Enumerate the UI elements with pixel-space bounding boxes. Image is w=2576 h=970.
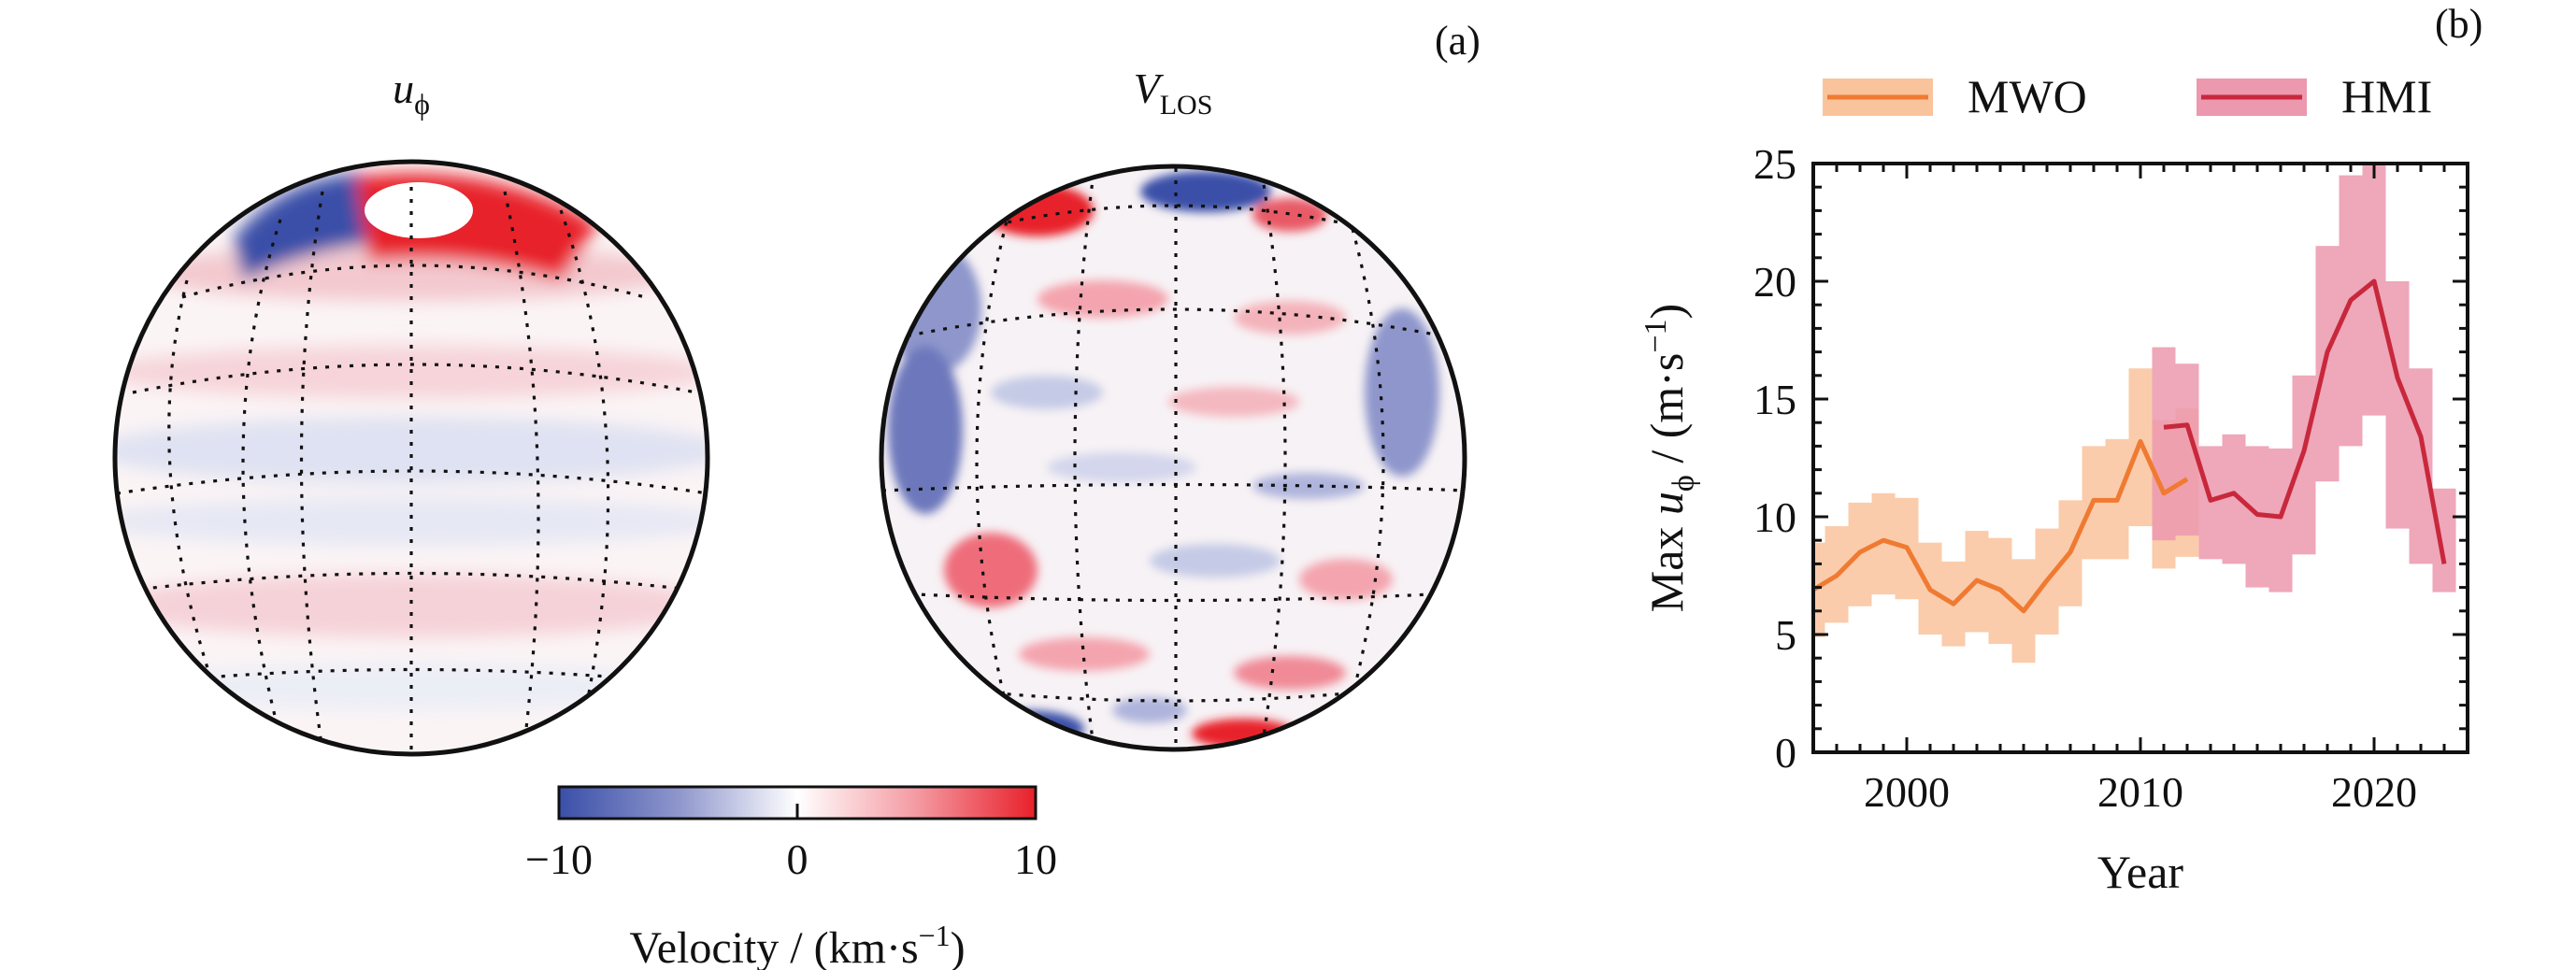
band-segment-hmi (2409, 368, 2433, 564)
y-axis-label-prefix: Max (1640, 515, 1693, 612)
band-segment-hmi (2292, 375, 2316, 555)
y-axis-label-symbol: u (1640, 492, 1693, 515)
panel-a-tag: (a) (1435, 18, 1481, 64)
series-line-hmi (2163, 278, 2447, 564)
series-line-mwo (1813, 438, 2189, 614)
band-segment-hmi (2385, 281, 2410, 529)
y-tick-label: 5 (1775, 611, 1796, 659)
legend-label-hmi: HMI (2341, 70, 2432, 122)
y-tick-label: 20 (1753, 258, 1796, 306)
panel-b-tag: (b) (2435, 1, 2483, 47)
colorbar-label-main: Velocity / (km·s (629, 923, 918, 970)
y-axis-label-close: ) (1640, 304, 1693, 320)
colorbar-tick-label: −10 (525, 835, 593, 883)
band-segment-hmi (2432, 488, 2456, 592)
x-tick-label: 2000 (1864, 768, 1950, 816)
colorbar-label-sup: −1 (919, 919, 951, 952)
colorbar-label: Velocity / (km·s−1) (629, 919, 965, 970)
globe-right-title-symbol: V (1134, 64, 1165, 112)
globe-left-title-symbol: u (393, 64, 414, 112)
globe-right-title: VLOS (1134, 64, 1213, 121)
y-tick-label: 10 (1753, 493, 1796, 541)
legend: MWO HMI (1823, 70, 2432, 122)
legend-item-hmi: HMI (2197, 70, 2432, 122)
colorbar-tick-label: 0 (787, 835, 809, 883)
y-axis-label-sup: −1 (1639, 319, 1673, 352)
globe-right (879, 164, 1467, 752)
y-axis-label-subscript: ϕ (1667, 475, 1701, 492)
series-lines (1813, 278, 2447, 614)
uncertainty-bands (1813, 164, 2456, 663)
globe-left-title: uϕ (393, 64, 430, 121)
line-chart: 2000 2010 2020 0 5 10 15 20 25 (1753, 140, 2469, 816)
y-axis-label-units: / (m·s (1640, 353, 1693, 476)
band-segment-hmi (2198, 446, 2223, 560)
band-segment-hmi (2339, 175, 2363, 447)
colorbar-label-close: ) (951, 923, 966, 970)
colorbar: −10 0 10 Velocity / (km·s−1) (525, 785, 1057, 970)
band-segment-hmi (2268, 448, 2293, 592)
colorbar-tick-label: 10 (1014, 835, 1057, 883)
y-tick-label: 15 (1753, 376, 1796, 423)
globe-right-title-subscript: LOS (1160, 90, 1213, 121)
y-tick-label: 0 (1775, 729, 1796, 777)
globe-left-title-subscript: ϕ (414, 87, 430, 121)
x-axis-ticks: 2000 2010 2020 (1811, 164, 2469, 816)
legend-label-mwo: MWO (1968, 70, 2087, 122)
x-axis-label: Year (2097, 846, 2183, 898)
y-axis-ticks: 0 5 10 15 20 25 (1753, 140, 2468, 777)
band-segment-mwo (1813, 542, 1825, 637)
colorbar-bar (557, 785, 1038, 820)
legend-item-mwo: MWO (1823, 70, 2087, 122)
y-tick-label: 25 (1753, 140, 1796, 188)
x-tick-label: 2010 (2097, 768, 2183, 816)
colorbar-ticks: −10 0 10 (525, 804, 1057, 883)
band-segment-hmi (2315, 246, 2340, 482)
x-tick-label: 2020 (2331, 768, 2417, 816)
y-axis-label: Max uϕ / (m·s−1) (1639, 304, 1701, 612)
band-segment-hmi (2152, 347, 2176, 541)
globe-left (112, 159, 710, 757)
